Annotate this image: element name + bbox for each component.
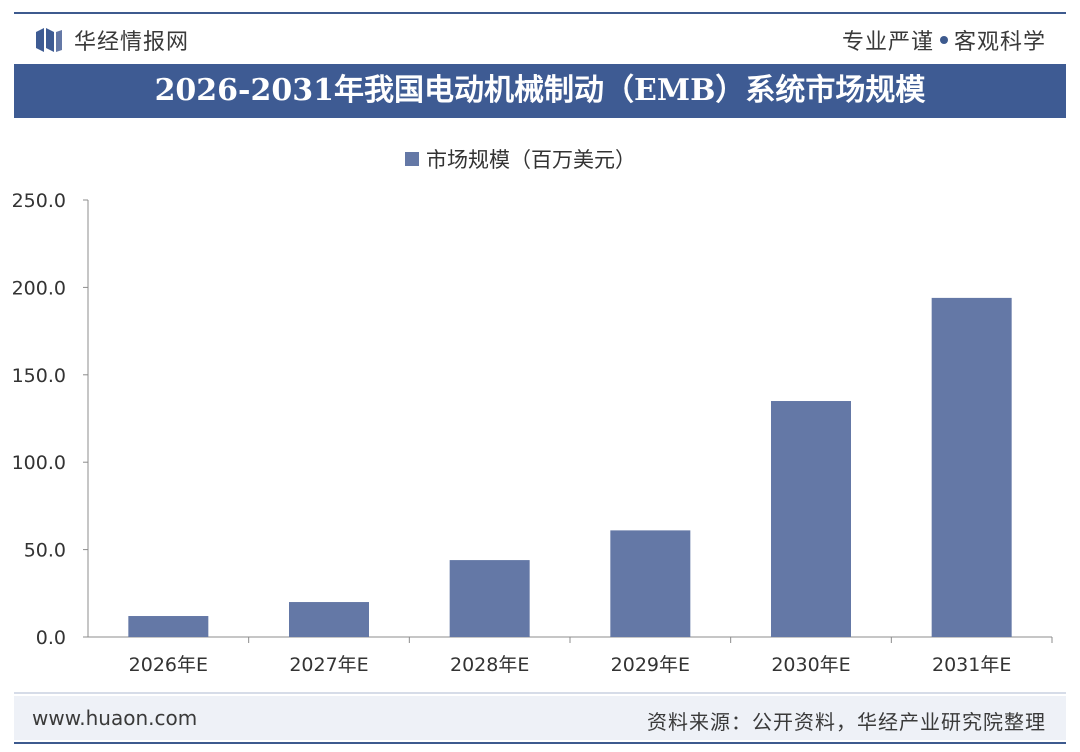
header: 华经情报网 专业严谨 客观科学 [14,16,1066,60]
bar-chart: 市场规模（百万美元） 0.0 50.0 100.0 150.0 200.0 250.0 202… [12,148,1053,676]
footer: www.huaon.com 资料来源：公开资料，华经产业研究院整理 [14,696,1066,740]
y-tick-label: 200.0 [12,277,66,299]
bar [771,401,851,637]
y-tick-label: 100.0 [12,452,66,474]
brand: 华经情报网 [36,24,189,56]
y-tick-label: 0.0 [36,627,66,649]
top-border [14,12,1066,14]
y-tick-label: 250.0 [12,190,66,212]
slogan-dot [939,36,948,44]
y-tick-label: 150.0 [12,365,66,387]
logo-icon [36,28,62,52]
legend-label: 市场规模（百万美元） [426,148,636,172]
footer-url: www.huaon.com [32,706,198,730]
x-tick-label: 2026年E [129,654,208,676]
footer-source: 资料来源：公开资料，华经产业研究院整理 [647,710,1046,734]
x-tick-label: 2030年E [771,654,850,676]
legend-swatch [405,152,419,166]
slogan: 专业严谨 客观科学 [842,24,1046,56]
bottom-border [14,742,1066,744]
bar [128,616,209,637]
x-tick-label: 2031年E [932,654,1011,676]
brand-name: 华经情报网 [74,30,190,55]
slogan-left: 专业严谨 [841,30,934,55]
x-tick-label: 2027年E [289,654,368,676]
bar [610,530,691,637]
bar [449,560,530,637]
bar [931,297,1012,637]
y-tick-label: 50.0 [24,540,66,562]
chart-title: 2026-2031年我国电动机械制动（EMB）系统市场规模 [14,64,1066,118]
x-tick-label: 2028年E [450,654,529,676]
x-tick-label: 2029年E [611,654,690,676]
slogan-right: 客观科学 [953,30,1046,55]
bar [289,602,369,637]
footer-divider [14,692,1066,694]
